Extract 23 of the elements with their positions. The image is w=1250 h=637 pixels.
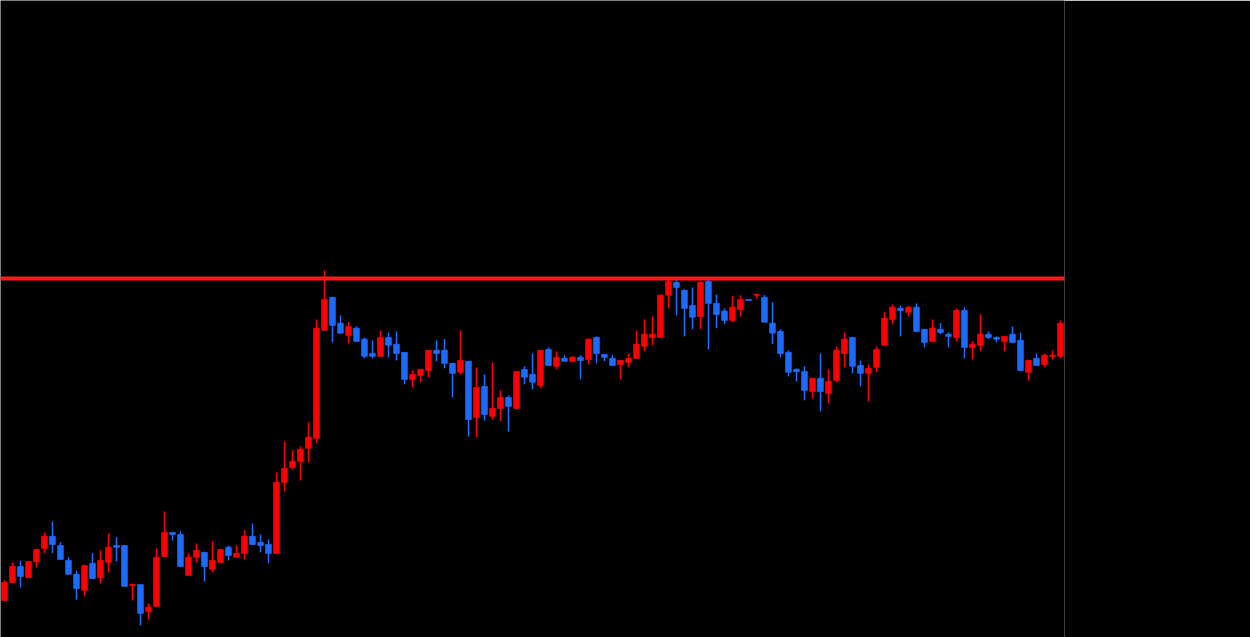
candlestick bbox=[673, 279, 680, 317]
candlestick bbox=[17, 559, 24, 589]
candlestick bbox=[457, 329, 464, 376]
candlestick bbox=[553, 350, 560, 371]
candlestick bbox=[593, 335, 600, 365]
candlestick bbox=[545, 346, 552, 367]
candlestick bbox=[825, 368, 832, 405]
candlestick bbox=[41, 531, 48, 555]
candlestick bbox=[505, 394, 512, 433]
candlestick bbox=[345, 321, 352, 345]
candlestick bbox=[577, 354, 584, 381]
candlestick bbox=[929, 318, 936, 343]
candlestick bbox=[49, 520, 56, 555]
candlestick bbox=[201, 551, 208, 583]
candlestick bbox=[809, 377, 816, 400]
candlestick bbox=[1025, 359, 1032, 382]
candlestick bbox=[817, 352, 824, 413]
candlestick bbox=[897, 304, 904, 338]
candlestick bbox=[89, 552, 96, 580]
candlestick bbox=[377, 329, 384, 358]
candlestick bbox=[865, 363, 872, 403]
candlestick bbox=[873, 345, 880, 374]
candlestick bbox=[585, 337, 592, 366]
